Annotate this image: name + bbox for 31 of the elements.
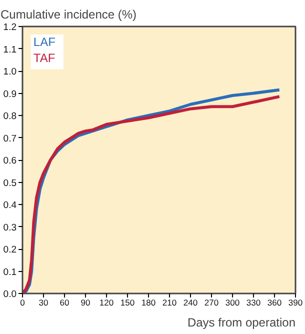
y-tick-label: 1.0: [3, 66, 17, 78]
x-tick-label: 330: [246, 298, 261, 308]
x-tick-label: 30: [38, 298, 48, 308]
x-tick-label: 300: [225, 298, 240, 308]
x-tick-label: 360: [267, 298, 282, 308]
y-tick-label: 0.6: [3, 156, 17, 166]
x-tick-label: 150: [120, 298, 135, 308]
x-tick-label: 270: [204, 298, 219, 308]
x-tick-label: 180: [141, 298, 156, 308]
y-tick-label: 1.2: [3, 22, 17, 33]
x-axis-title: Days from operation: [187, 316, 296, 330]
x-tick-label: 60: [60, 298, 70, 308]
y-tick-label: 0.9: [3, 88, 17, 100]
y-tick-label: 0.2: [3, 244, 17, 256]
y-tick-label: 1.1: [3, 44, 17, 56]
x-tick-label: 0: [20, 298, 26, 308]
x-tick-label: 120: [99, 298, 114, 308]
text: LAF: [33, 35, 56, 50]
x-tick-label: 90: [80, 298, 90, 308]
x-tick-label: 240: [183, 298, 198, 308]
x-tick-label: 210: [162, 298, 177, 308]
x-tick-label: 390: [288, 298, 303, 308]
y-tick-label: 0.5: [3, 178, 17, 189]
y-tick-label: 0.1: [3, 266, 17, 278]
y-tick-label: 0.4: [3, 200, 17, 211]
y-tick-label: 0.3: [3, 222, 17, 234]
y-tick-label: 0.0: [3, 289, 17, 300]
text: TAF: [33, 51, 56, 66]
y-axis-title: Cumulative incidence (%): [0, 8, 137, 22]
y-tick-label: 0.7: [3, 133, 17, 144]
y-tick-label: 0.8: [3, 111, 17, 122]
